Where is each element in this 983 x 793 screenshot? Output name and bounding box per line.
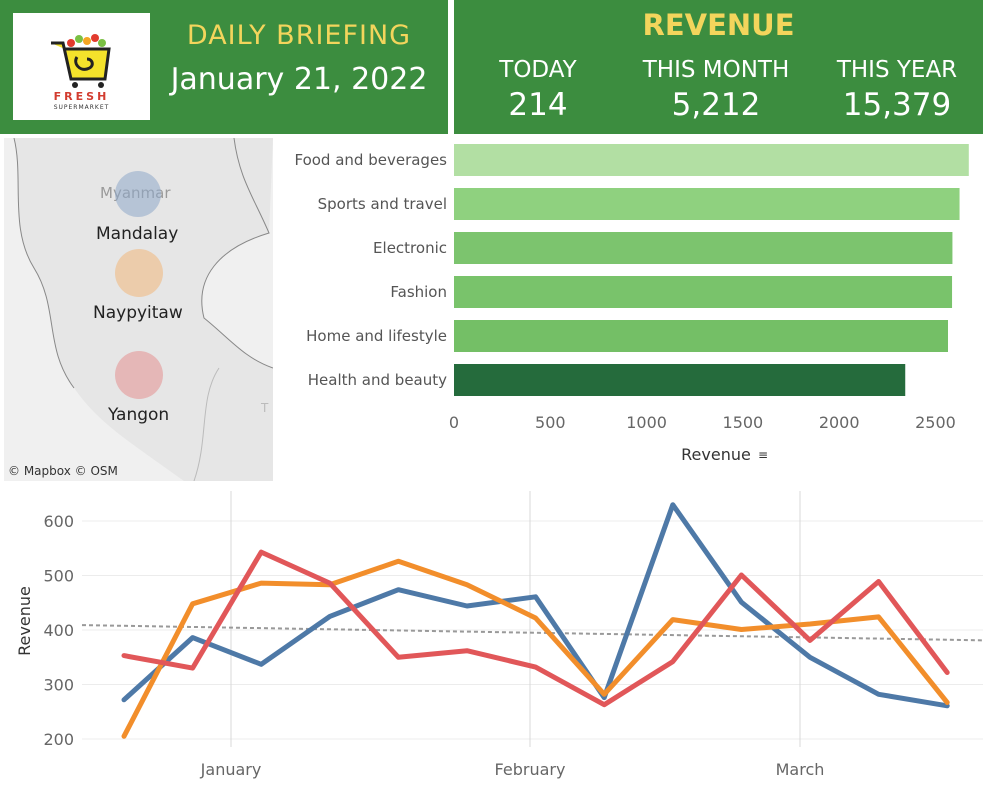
y-tick-label: 300 [43, 676, 74, 695]
city-bubble-yangon[interactable] [115, 351, 163, 399]
line-chart-svg: 200 300 400 500 600 January February March Reven… [15, 491, 983, 779]
kpi-label: THIS YEAR [836, 57, 958, 83]
category-revenue-bar-chart: Food and beverages Sports and travel Elect… [285, 138, 983, 470]
x-tick-label: 500 [535, 413, 566, 432]
bar-category-label: Sports and travel [318, 195, 447, 213]
y-tick-label: 500 [43, 567, 74, 586]
bar-category-label: Health and beauty [308, 371, 447, 389]
map-background: T [4, 138, 273, 481]
revenue-kpi-panel: REVENUE TODAY 214 THIS MONTH 5,212 THIS … [454, 0, 983, 134]
y-tick-label: 600 [43, 512, 74, 531]
x-tick-label: February [495, 760, 566, 779]
city-label-yangon: Yangon [108, 405, 170, 425]
series-line-1 [121, 558, 950, 739]
bar-0 [454, 144, 969, 176]
x-tick-label: 1500 [723, 413, 764, 432]
city-bubble-mandalay[interactable] [115, 171, 161, 217]
kpi-this-year: THIS YEAR 15,379 [809, 0, 983, 123]
logo-subtitle: SUPERMARKET [53, 104, 110, 111]
bar-category-label: Fashion [390, 283, 447, 301]
y-tick-label: 200 [43, 730, 74, 749]
kpi-today: TODAY 214 [450, 0, 626, 123]
series-line-2 [121, 549, 950, 708]
bar-1 [454, 188, 960, 220]
svg-text:T: T [260, 401, 269, 415]
logo-brand: FRESH [53, 90, 110, 103]
x-tick-label: January [200, 760, 262, 779]
kpi-value: 5,212 [671, 87, 761, 123]
x-tick-label: 0 [449, 413, 459, 432]
city-map[interactable]: T Myanmar Mandalay Naypyitaw Yangon © Ma… [4, 138, 273, 481]
map-attribution: © Mapbox © OSM [8, 464, 118, 478]
logo: FRESH SUPERMARKET [13, 13, 150, 120]
kpi-this-month: THIS MONTH 5,212 [628, 0, 804, 123]
bar-3 [454, 276, 953, 308]
daily-briefing-header: FRESH SUPERMARKET DAILY BRIEFING January… [0, 0, 448, 134]
y-tick-label: 400 [43, 621, 74, 640]
bar-category-label: Home and lifestyle [306, 327, 447, 345]
shopping-cart-icon [51, 34, 111, 88]
trend-line [81, 624, 983, 642]
bar-4 [454, 320, 948, 352]
briefing-date: January 21, 2022 [170, 62, 428, 97]
bar-2 [454, 232, 953, 264]
series-line-0 [121, 502, 950, 709]
bar-category-label: Electronic [373, 239, 447, 257]
x-tick-label: 2500 [915, 413, 956, 432]
bar-category-label: Food and beverages [294, 151, 447, 169]
x-axis-title: Revenue [681, 445, 751, 464]
kpi-value: 15,379 [842, 87, 952, 123]
x-tick-label: March [776, 760, 825, 779]
revenue-title: REVENUE [642, 8, 795, 42]
revenue-trend-line-chart: 200 300 400 500 600 January February March Reven… [0, 487, 983, 789]
page-title: DAILY BRIEFING [186, 20, 412, 51]
y-axis-title: Revenue [15, 586, 34, 656]
city-label-mandalay: Mandalay [96, 224, 179, 244]
sort-icon: ≡ [758, 448, 768, 462]
bar-5 [454, 364, 906, 396]
x-tick-label: 1000 [626, 413, 667, 432]
x-tick-label: 2000 [819, 413, 860, 432]
city-bubble-naypyitaw[interactable] [115, 249, 163, 297]
city-label-naypyitaw: Naypyitaw [93, 303, 183, 323]
kpi-value: 214 [508, 87, 568, 123]
kpi-label: TODAY [499, 57, 577, 83]
kpi-label: THIS MONTH [642, 57, 790, 83]
bar-chart-svg: Food and beverages Sports and travel Elect… [294, 144, 969, 464]
